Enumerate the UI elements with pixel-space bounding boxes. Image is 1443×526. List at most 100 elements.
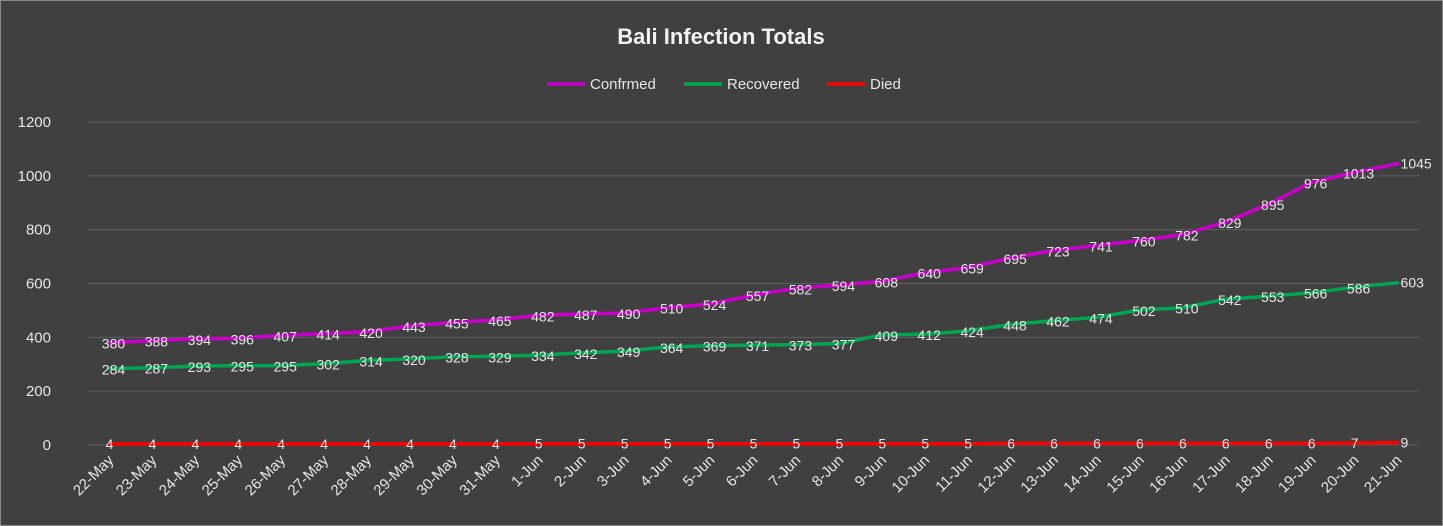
y-axis-ticks: 0 200 400 600 800 1000 1200 [18,114,51,454]
x-tick-label: 4-Jun [637,452,676,491]
data-label-confrmed: 582 [789,281,813,297]
data-label-died: 6 [1222,435,1230,451]
x-axis-ticks: 22-May23-May24-May25-May26-May27-May28-M… [70,451,1405,499]
data-label-recovered: 287 [145,361,169,377]
legend-label-died: Died [870,76,901,93]
x-tick-label: 28-May [328,451,376,499]
data-label-died: 5 [664,436,672,452]
data-label-confrmed: 659 [960,261,984,277]
data-label-confrmed: 760 [1132,233,1156,249]
x-tick-label: 26-May [242,451,290,499]
data-label-confrmed: 455 [445,316,469,332]
data-label-died: 5 [707,436,715,452]
data-label-recovered: 284 [102,362,126,378]
data-label-died: 4 [492,436,500,452]
data-label-confrmed: 723 [1046,243,1070,259]
x-tick-label: 10-Jun [889,452,933,496]
legend-label-recovered: Recovered [727,76,800,93]
series-lines [107,161,1400,446]
data-label-died: 6 [1093,435,1101,451]
data-label-recovered: 334 [531,348,555,364]
data-label-recovered: 371 [746,338,770,354]
data-label-died: 6 [1007,435,1015,451]
data-label-confrmed: 608 [875,274,899,290]
data-label-died: 4 [106,436,114,452]
data-label-died: 5 [535,436,543,452]
x-tick-label: 7-Jun [766,452,805,491]
x-tick-label: 24-May [156,451,204,499]
data-label-died: 4 [191,436,199,452]
data-label-recovered: 553 [1261,289,1285,305]
x-tick-label: 12-Jun [974,452,1018,496]
data-label-recovered: 373 [789,338,813,354]
data-label-died: 4 [449,436,457,452]
data-label-died: 5 [878,436,886,452]
x-tick-label: 30-May [413,451,461,499]
data-label-confrmed: 490 [617,306,641,322]
data-label-confrmed: 394 [188,332,212,348]
data-label-recovered: 502 [1132,303,1156,319]
data-label-confrmed: 1045 [1401,156,1432,172]
data-label-recovered: 295 [274,359,298,375]
data-label-died: 4 [149,436,157,452]
x-tick-label: 9-Jun [852,452,891,491]
data-label-recovered: 320 [402,352,426,368]
data-label-died: 4 [363,436,371,452]
data-label-recovered: 566 [1304,286,1328,302]
legend: Confrmed Recovered Died [547,76,901,93]
series-line-died [107,440,1400,446]
x-tick-label: 14-Jun [1060,452,1104,496]
data-label-died: 5 [578,436,586,452]
x-tick-label: 23-May [113,451,161,499]
data-label-recovered: 329 [488,349,512,365]
data-label-died: 9 [1401,435,1409,451]
data-label-confrmed: 510 [660,301,684,317]
data-label-died: 4 [234,436,242,452]
x-tick-label: 25-May [199,451,247,499]
data-label-died: 4 [277,436,285,452]
x-tick-label: 2-Jun [551,452,590,491]
series-line-recovered [107,280,1400,371]
x-tick-label: 31-May [456,451,504,499]
y-tick-label: 800 [26,222,51,239]
data-label-recovered: 603 [1401,275,1425,291]
data-label-confrmed: 594 [832,278,856,294]
chart-title: Bali Infection Totals [617,24,824,49]
data-label-recovered: 510 [1175,301,1199,317]
y-tick-label: 1000 [18,168,51,185]
data-label-confrmed: 414 [316,327,340,343]
x-tick-label: 17-Jun [1189,452,1233,496]
x-tick-label: 13-Jun [1017,452,1061,496]
data-labels: 380 388 394 396 407 414 420 443 455 465 482 487 490 5… [102,156,1432,452]
data-label-died: 6 [1308,435,1316,451]
data-label-confrmed: 380 [102,336,126,352]
x-tick-label: 27-May [285,451,333,499]
data-label-died: 6 [1265,435,1273,451]
data-label-recovered: 462 [1046,314,1070,330]
data-label-recovered: 293 [188,359,212,375]
data-label-confrmed: 895 [1261,197,1285,213]
data-label-confrmed: 420 [359,325,383,341]
data-label-died: 6 [1136,435,1144,451]
y-tick-label: 0 [43,437,51,454]
data-label-recovered: 542 [1218,292,1242,308]
x-tick-label: 3-Jun [594,452,633,491]
data-label-died: 5 [964,436,972,452]
data-label-died: 4 [320,436,328,452]
y-tick-label: 600 [26,276,51,293]
data-label-recovered: 424 [960,324,984,340]
data-label-died: 5 [793,436,801,452]
data-label-confrmed: 388 [145,334,169,350]
gridlines [88,121,1419,446]
data-label-confrmed: 557 [746,288,770,304]
y-tick-label: 200 [26,383,51,400]
data-label-confrmed: 640 [918,266,942,282]
data-label-recovered: 302 [316,357,340,373]
x-tick-label: 6-Jun [723,452,762,491]
data-label-confrmed: 829 [1218,215,1242,231]
data-label-recovered: 369 [703,339,727,355]
data-label-confrmed: 782 [1175,228,1199,244]
data-label-confrmed: 524 [703,297,727,313]
x-tick-label: 1-Jun [508,452,547,491]
